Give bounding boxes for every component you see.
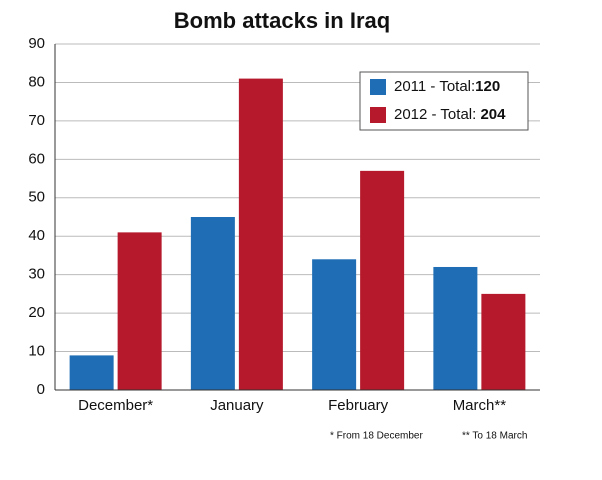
bar: [190, 217, 235, 390]
legend-total: 120: [475, 78, 500, 95]
y-tick-label: 90: [28, 35, 45, 52]
y-tick-label: 80: [28, 73, 45, 90]
y-tick-label: 70: [28, 112, 45, 129]
bar: [360, 170, 405, 390]
footnote: * From 18 December: [330, 431, 423, 442]
y-tick-label: 40: [28, 227, 45, 244]
y-tick-label: 10: [28, 343, 45, 360]
bar: [312, 259, 357, 390]
legend-name: 2012 - Total:: [394, 106, 480, 123]
legend-total: 204: [480, 106, 506, 123]
legend-box: [359, 71, 529, 131]
legend-swatch: [370, 79, 386, 95]
footnote: ** To 18 March: [462, 431, 527, 442]
legend-label: 2011 - Total:120: [394, 78, 500, 95]
y-tick-label: 0: [37, 381, 45, 398]
x-tick-label: March**: [453, 397, 507, 414]
x-tick-label: January: [210, 397, 264, 414]
y-tick-label: 50: [28, 189, 45, 206]
legend-label: 2012 - Total: 204: [394, 106, 506, 123]
legend-swatch: [370, 107, 386, 123]
y-tick-label: 30: [28, 266, 45, 283]
legend-name: 2011 - Total:: [394, 78, 475, 95]
x-tick-label: February: [328, 397, 389, 414]
x-tick-label: December*: [78, 397, 153, 414]
y-tick-label: 60: [28, 150, 45, 167]
bar: [481, 293, 526, 390]
chart-title: Bomb attacks in Iraq: [174, 8, 390, 33]
bar: [433, 266, 478, 390]
y-tick-label: 20: [28, 304, 45, 321]
bar: [69, 355, 114, 390]
bar: [117, 232, 162, 390]
bar: [238, 78, 283, 390]
